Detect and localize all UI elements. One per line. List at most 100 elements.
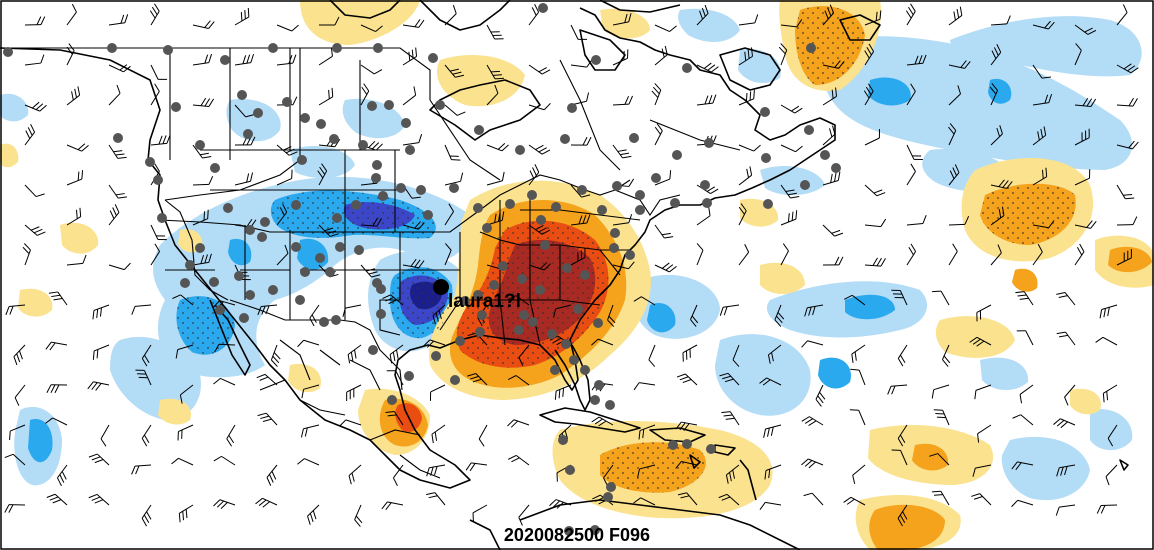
wind-barb-icon [931,384,950,399]
gray-dot-icon [384,100,394,110]
wind-barb-icon [444,4,457,26]
wind-barb-icon [1056,291,1076,306]
wind-barb-icon [432,304,446,325]
wind-barb-icon [56,464,68,487]
wind-barb-icon [1064,384,1076,406]
wind-barb-icon [426,492,446,506]
wind-barb-icon [738,47,753,66]
wind-barb-icon [801,416,824,426]
wind-barb-icon [850,368,866,386]
wind-barb-icon [738,89,755,106]
wind-barb-icon [256,373,278,386]
wind-barb-icon [633,497,656,506]
gray-dot-icon [498,261,508,271]
wind-barb-icon [1074,169,1091,186]
gray-dot-icon [210,163,220,173]
wind-barb-icon [339,419,362,427]
gray-dot-icon [401,118,411,128]
wind-barb-icon [1074,43,1082,66]
gray-dot-icon [354,245,364,255]
wind-barb-icon [518,344,530,366]
wind-barb-icon [386,370,404,386]
gray-dot-icon [329,134,339,144]
wind-barb-icon [990,244,1002,266]
gray-dot-icon [319,317,329,327]
wind-barb-icon [803,492,824,506]
wind-barb-icon [990,44,1002,66]
gray-dot-icon [562,263,572,273]
gray-dot-icon [372,160,382,170]
wind-barb-icon [1055,504,1076,516]
wind-barb-icon [891,289,908,306]
wind-barb-icon [1056,464,1076,477]
wind-barb-icon [24,16,46,26]
wind-barb-icon [612,95,634,106]
wind-barb-icon [309,304,320,327]
wind-barb-icon [759,501,782,510]
gray-dot-icon [514,325,524,335]
gray-dot-icon [367,101,377,111]
gray-dot-icon [358,140,368,150]
gray-dot-icon [820,150,830,160]
wind-barb-icon [607,304,616,327]
wind-barb-icon [175,344,194,359]
wind-barb-icon [486,142,509,152]
wind-barb-icon [1032,243,1043,266]
wind-barb-icon [780,243,789,266]
wind-barb-icon [1116,216,1138,226]
wind-barb-icon [1053,418,1076,429]
wind-barb-icon [507,295,530,306]
wind-barb-icon [528,164,540,186]
wind-barb-icon [9,424,26,441]
gray-dot-icon [300,267,310,277]
wind-barb-icon [518,504,530,526]
wind-barb-icon [402,221,425,230]
gray-dot-icon [605,400,615,410]
gray-dot-icon [670,198,680,208]
wind-barb-icon [948,164,960,186]
wind-barb-icon [507,375,530,386]
gray-dot-icon [550,365,560,375]
wind-barb-icon [906,163,916,186]
wind-barb-icon [976,304,992,322]
wind-barb-icon [990,179,1013,189]
gray-dot-icon [564,526,574,536]
wind-barb-icon [1074,24,1097,35]
wind-barb-icon [385,411,404,426]
gray-dot-icon [482,223,492,233]
wind-barb-icon [88,453,110,466]
gray-dot-icon [590,395,600,405]
gray-dot-icon [215,305,225,315]
gray-dot-icon [297,155,307,165]
wind-barb-icon [690,304,699,327]
wind-barb-icon [931,490,950,506]
gray-dot-icon [300,113,310,123]
wind-barb-icon [150,64,168,80]
wind-barb-icon [423,339,446,348]
wind-barb-icon [402,258,425,269]
wind-barb-icon [1032,64,1051,79]
coastlines [0,0,1129,550]
wind-barb-icon [4,453,26,466]
wind-barb-icon [638,424,656,440]
gray-dot-icon [282,97,292,107]
gray-dot-icon [475,327,485,337]
wind-barb-icon [732,344,740,367]
wind-barb-icon [87,381,110,391]
wind-barb-icon [24,184,45,198]
wind-barb-icon [738,166,753,186]
gray-dot-icon [577,185,587,195]
wind-barb-icon [554,384,572,400]
gray-dot-icon [315,253,325,263]
wind-barb-icon [100,424,110,447]
wind-barb-icon [444,64,465,78]
wind-barb-icon [1095,336,1118,346]
wind-barb-icon [66,86,81,106]
wind-barb-icon [179,384,194,404]
wind-barb-icon [66,207,82,226]
wind-barb-icon [719,304,740,316]
wind-barb-icon [721,411,740,426]
gray-dot-icon [455,336,465,346]
wind-barb-icon [1116,184,1135,200]
